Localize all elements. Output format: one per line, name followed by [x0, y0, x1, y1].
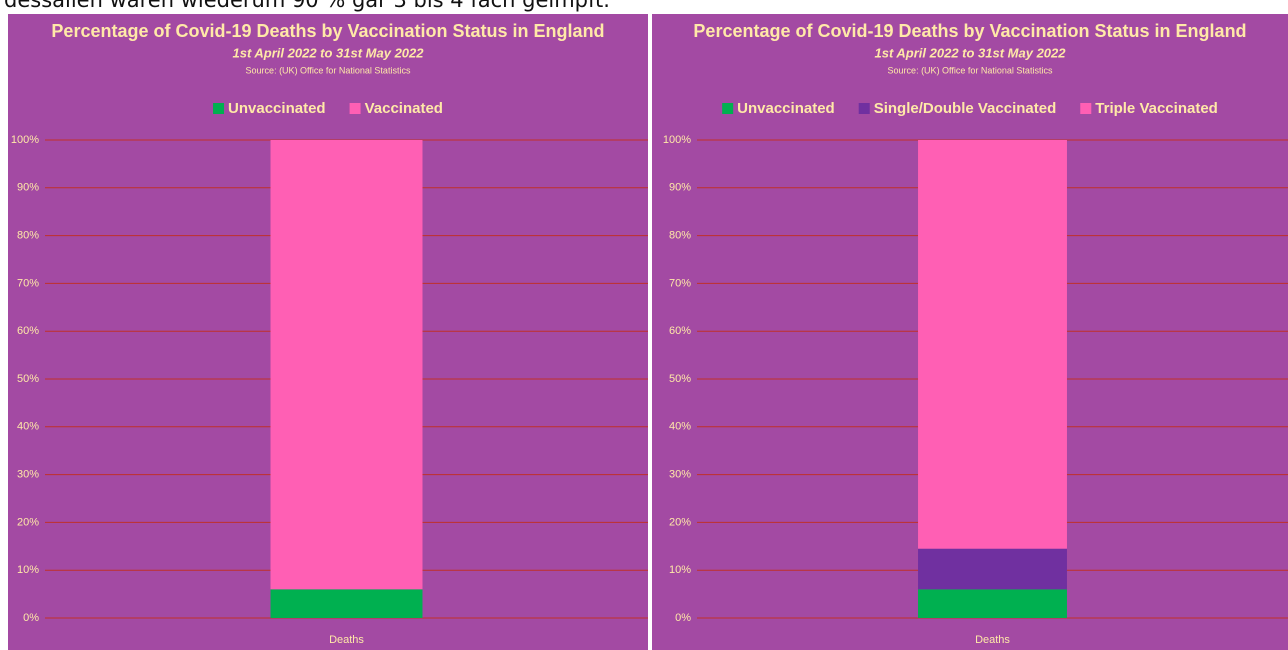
bar-segment	[270, 589, 423, 618]
chart-subtitle: 1st April 2022 to 31st May 2022	[232, 45, 424, 60]
legend-swatch	[1080, 103, 1092, 114]
y-tick-label: 50%	[669, 373, 691, 385]
y-tick-label: 90%	[669, 182, 691, 194]
y-tick-label: 60%	[17, 325, 39, 337]
chart-title: Percentage of Covid-19 Deaths by Vaccina…	[51, 21, 604, 41]
y-tick-label: 70%	[669, 277, 691, 289]
y-tick-label: 90%	[17, 182, 39, 194]
y-tick-label: 10%	[17, 564, 39, 576]
y-tick-label: 80%	[669, 230, 691, 242]
chart-subtitle: 1st April 2022 to 31st May 2022	[874, 45, 1066, 60]
y-tick-label: 40%	[669, 421, 691, 433]
legend-swatch	[858, 103, 870, 114]
caption: dessalien waren wiederum 90 % gar 3 bis …	[4, 0, 610, 12]
legend-swatch	[349, 103, 361, 114]
x-tick-label: Deaths	[329, 634, 364, 646]
legend-swatch	[213, 103, 225, 114]
legend-label: Unvaccinated	[737, 100, 835, 117]
y-tick-label: 0%	[23, 612, 39, 624]
legend-label: Single/Double Vaccinated	[874, 100, 1057, 117]
bar-segment	[918, 548, 1067, 590]
y-tick-label: 80%	[17, 230, 39, 242]
y-tick-label: 70%	[17, 277, 39, 289]
chart: Percentage of Covid-19 Deaths by Vaccina…	[8, 14, 648, 650]
y-tick-label: 100%	[11, 134, 39, 146]
chart-source: Source: (UK) Office for National Statist…	[888, 65, 1053, 75]
y-tick-label: 0%	[675, 612, 691, 624]
x-tick-label: Deaths	[975, 634, 1010, 646]
y-tick-label: 30%	[669, 469, 691, 481]
bar-segment	[918, 589, 1067, 618]
y-tick-label: 20%	[669, 516, 691, 528]
legend-label: Triple Vaccinated	[1095, 100, 1218, 117]
y-tick-label: 30%	[17, 469, 39, 481]
chart-source: Source: (UK) Office for National Statist…	[246, 65, 411, 75]
y-tick-label: 60%	[669, 325, 691, 337]
legend-label: Vaccinated	[365, 100, 443, 117]
legend-label: Unvaccinated	[228, 100, 326, 117]
chart: Percentage of Covid-19 Deaths by Vaccina…	[652, 14, 1288, 650]
y-tick-label: 20%	[17, 516, 39, 528]
bar-segment	[270, 140, 423, 590]
bar-segment	[918, 140, 1067, 549]
legend-swatch	[722, 103, 734, 114]
chart-title: Percentage of Covid-19 Deaths by Vaccina…	[693, 21, 1246, 41]
y-tick-label: 50%	[17, 373, 39, 385]
y-tick-label: 100%	[663, 134, 691, 146]
y-tick-label: 40%	[17, 421, 39, 433]
y-tick-label: 10%	[669, 564, 691, 576]
